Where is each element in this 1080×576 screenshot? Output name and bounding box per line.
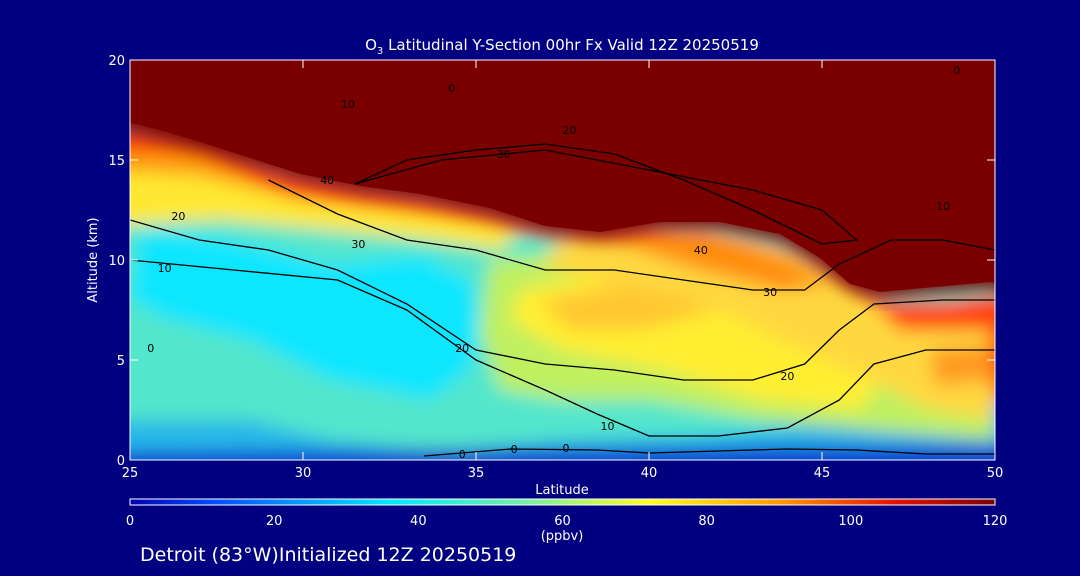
chart-title: O3 Latitudinal Y-Section 00hr Fx Valid 1… — [365, 36, 759, 57]
colorbar-tick-label: 40 — [410, 514, 427, 529]
contour-label: 0 — [953, 64, 960, 77]
axes: 25 30 35 40 45 50 0 5 10 15 20 — [108, 54, 1003, 481]
y-tick-label: 0 — [117, 454, 125, 469]
colorbar-unit-label: (ppbv) — [541, 529, 584, 544]
contour-label: 0 — [511, 443, 518, 456]
colorbar-tick-label: 100 — [838, 514, 863, 529]
contour-line-40 — [354, 143, 859, 245]
x-axis-label: Latitude — [535, 483, 589, 498]
contour-label: 10 — [936, 200, 950, 213]
contour-lines — [130, 143, 995, 457]
title-subscript: 3 — [377, 46, 383, 57]
footer-station-label: Detroit (83°W)Initialized 12Z 20250519 — [140, 544, 517, 566]
contour-label: 0 — [147, 342, 154, 355]
contour-label: 30 — [497, 148, 511, 161]
colorbar-tick-label: 0 — [126, 514, 134, 529]
y-tick-label: 15 — [108, 154, 125, 169]
contour-label: 10 — [341, 98, 355, 111]
x-tick-label: 45 — [814, 466, 831, 481]
contour-label: 0 — [459, 448, 466, 461]
contour-label: 10 — [601, 420, 615, 433]
contour-label: 0 — [563, 442, 570, 455]
y-tick-label: 10 — [108, 254, 125, 269]
contour-label: 30 — [351, 238, 365, 251]
colorbar-tick-label: 20 — [266, 514, 283, 529]
colorbar-ticks: 0 20 40 60 80 100 120 — [126, 514, 1008, 529]
contour-label: 40 — [320, 174, 334, 187]
colorbar — [129, 498, 996, 506]
contour-label: 20 — [171, 210, 185, 223]
colorbar-tick-label: 60 — [554, 514, 571, 529]
contour-line-0 — [424, 448, 995, 457]
x-tick-label: 35 — [468, 466, 485, 481]
contour-line-30 — [268, 179, 995, 291]
x-tick-label: 30 — [295, 466, 312, 481]
contour-label: 10 — [158, 262, 172, 275]
x-tick-label: 50 — [987, 466, 1004, 481]
contour-line-10 — [130, 259, 995, 437]
colorbar-tick-label: 80 — [698, 514, 715, 529]
contour-label: 20 — [780, 370, 794, 383]
contour-line-20 — [130, 219, 995, 381]
heatmap-field: 0 0 0 10 10 10 10 20 20 20 20 30 30 30 40 40 0 0 0 — [130, 60, 995, 461]
title-rest: Latitudinal Y-Section 00hr Fx Valid 12Z … — [383, 36, 759, 54]
y-tick-label: 20 — [108, 54, 125, 69]
x-tick-label: 40 — [641, 466, 658, 481]
y-axis-label: Altitude (km) — [86, 217, 101, 302]
contour-labels: 0 0 0 10 10 10 10 20 20 20 20 30 30 30 40 40 0 0 0 — [147, 64, 960, 461]
colorbar-tick-label: 120 — [983, 514, 1008, 529]
x-tick-label: 25 — [122, 466, 139, 481]
contour-label: 20 — [562, 124, 576, 137]
contour-label: 20 — [455, 342, 469, 355]
y-tick-label: 5 — [117, 354, 125, 369]
contour-label: 0 — [448, 82, 455, 95]
contour-label: 30 — [763, 286, 777, 299]
contour-label: 40 — [694, 244, 708, 257]
title-chem: O — [365, 36, 377, 54]
